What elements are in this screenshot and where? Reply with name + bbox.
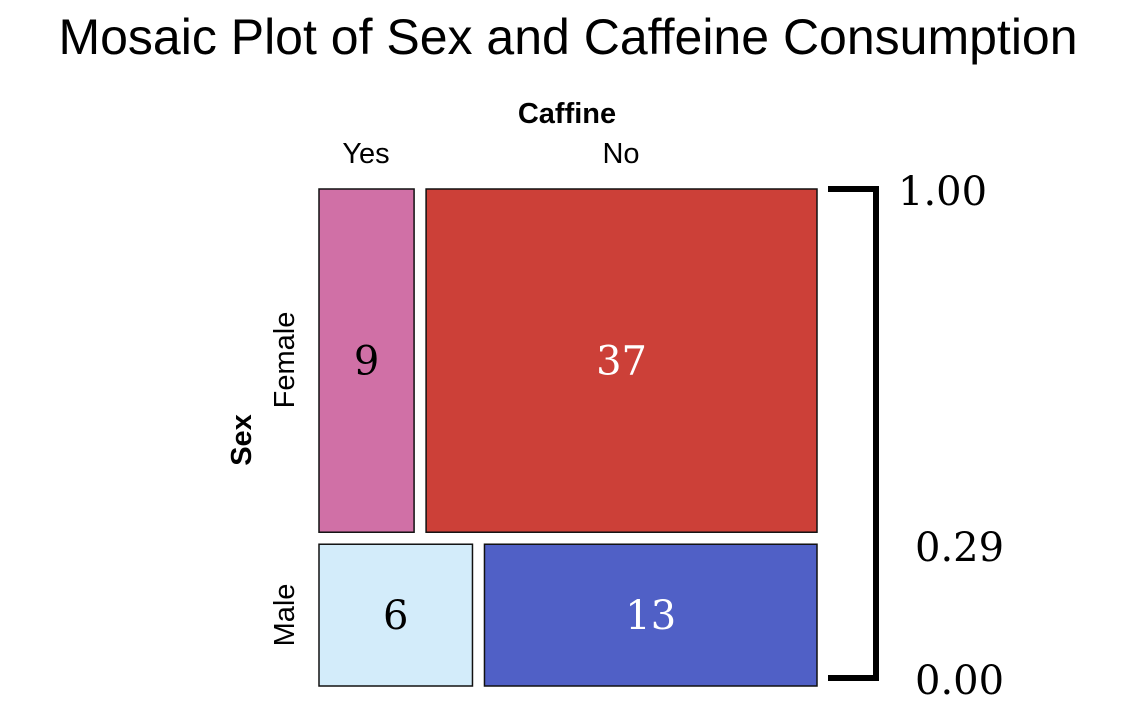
column-variable-label: Caffine (518, 98, 616, 130)
count-label-male-yes: 6 (383, 593, 408, 639)
row-label-male: Male (269, 584, 301, 647)
column-label-yes: Yes (342, 138, 389, 170)
column-label-no: No (602, 138, 639, 170)
chart-title: Mosaic Plot of Sex and Caffeine Consumpt… (58, 9, 1077, 65)
row-label-female: Female (269, 312, 301, 409)
count-label-female-yes: 9 (354, 339, 379, 385)
count-label-male-no: 13 (625, 593, 676, 639)
tile-male-yes (318, 543, 474, 687)
tile-female-yes (318, 188, 415, 533)
count-label-female-no: 37 (596, 339, 647, 385)
scale-label-bottom: 0.00 (915, 658, 1004, 704)
row-variable-label: Sex (226, 414, 258, 466)
mosaic-count-labels: 9 37 6 13 (354, 339, 676, 639)
scale-label-top: 1.00 (898, 169, 987, 215)
tile-male-no (483, 543, 818, 687)
mosaic-tiles (318, 188, 818, 687)
proportion-scale-bracket (828, 186, 879, 681)
scale-label-split: 0.29 (915, 525, 1004, 571)
tile-female-no (425, 188, 818, 533)
